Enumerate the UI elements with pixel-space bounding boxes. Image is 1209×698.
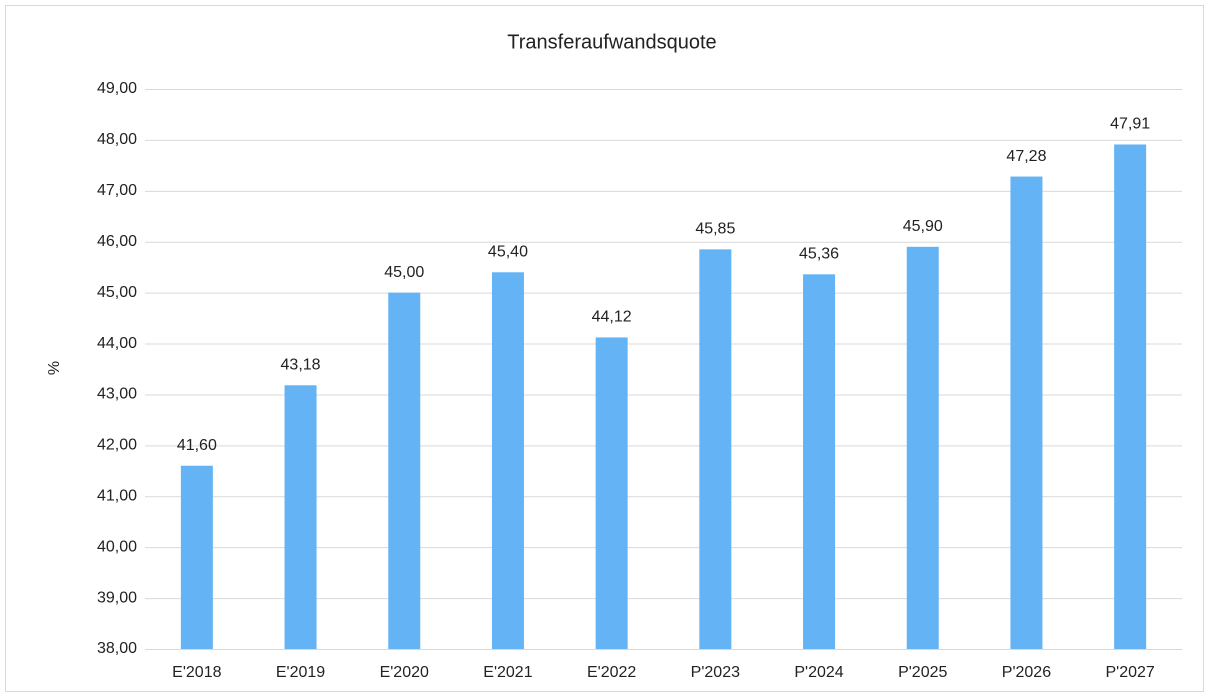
bar xyxy=(803,274,836,649)
value-label: 45,00 xyxy=(384,264,424,281)
chart-title: Transferaufwandsquote xyxy=(507,31,716,53)
bar xyxy=(1114,144,1147,649)
x-tick-label: P'2025 xyxy=(898,664,947,681)
bar xyxy=(699,249,732,649)
bar xyxy=(595,337,628,649)
bar xyxy=(180,465,213,649)
x-tick-label: E'2019 xyxy=(276,664,325,681)
bar xyxy=(388,292,421,649)
value-label: 44,12 xyxy=(592,309,632,326)
x-tick-label: E'2020 xyxy=(380,664,429,681)
x-tick-label: E'2022 xyxy=(587,664,636,681)
value-label: 45,36 xyxy=(799,246,839,263)
y-tick-label: 42,00 xyxy=(97,437,137,454)
y-tick-label: 40,00 xyxy=(97,538,137,555)
x-tick-label: P'2026 xyxy=(1002,664,1051,681)
value-label: 43,18 xyxy=(281,357,321,374)
x-tick-label: P'2027 xyxy=(1105,664,1154,681)
value-label: 45,40 xyxy=(488,243,528,260)
value-label: 45,85 xyxy=(695,221,735,238)
value-label: 41,60 xyxy=(177,437,217,454)
y-tick-label: 39,00 xyxy=(97,589,137,606)
bar xyxy=(284,385,317,649)
x-tick-label: E'2018 xyxy=(172,664,221,681)
y-tick-label: 48,00 xyxy=(97,131,137,148)
y-axis-label: % xyxy=(46,361,63,375)
bar xyxy=(491,272,524,649)
x-tick-label: P'2024 xyxy=(794,664,843,681)
x-tick-label: E'2021 xyxy=(483,664,532,681)
value-label: 45,90 xyxy=(903,218,943,235)
y-tick-label: 46,00 xyxy=(97,233,137,250)
value-label: 47,28 xyxy=(1006,148,1046,165)
y-tick-label: 45,00 xyxy=(97,284,137,301)
bar xyxy=(906,246,939,649)
x-tick-label: P'2023 xyxy=(691,664,740,681)
y-tick-label: 43,00 xyxy=(97,386,137,403)
y-tick-label: 49,00 xyxy=(97,80,137,97)
y-tick-label: 47,00 xyxy=(97,182,137,199)
y-tick-label: 38,00 xyxy=(97,640,137,657)
y-tick-label: 41,00 xyxy=(97,487,137,504)
value-label: 47,91 xyxy=(1110,116,1150,133)
bar xyxy=(1010,176,1043,649)
y-tick-label: 44,00 xyxy=(97,335,137,352)
